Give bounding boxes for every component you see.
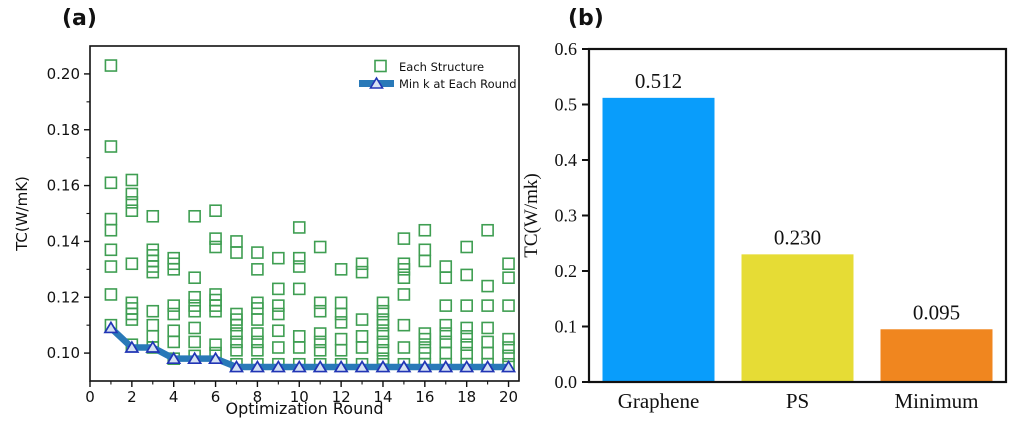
- svg-text:18: 18: [457, 388, 476, 406]
- svg-text:0.5: 0.5: [555, 95, 578, 115]
- x-axis: 0 2 4 6 8 10 12 14 16 18 20 Optimization Round: [85, 381, 518, 418]
- svg-text:0.18: 0.18: [47, 121, 80, 139]
- panel-a-ylabel: TC(W/mK): [13, 176, 31, 252]
- svg-text:8: 8: [253, 388, 263, 406]
- y-axis: 0.10 0.12 0.14 0.16 0.18 0.20 TC(W/mK): [13, 65, 90, 362]
- y-axis: 0.0 0.1 0.2 0.3 0.4 0.5 0.6 TC(W/mk): [521, 39, 589, 392]
- svg-text:14: 14: [373, 388, 392, 406]
- panel-b-ylabel: TC(W/mk): [521, 173, 542, 257]
- bar-category-label: PS: [786, 389, 809, 413]
- panel-a-xlabel: Optimization Round: [225, 399, 383, 418]
- svg-text:0.3: 0.3: [555, 206, 578, 226]
- svg-text:0.12: 0.12: [47, 288, 80, 306]
- bar-category-label: Graphene: [618, 389, 700, 413]
- legend-label-each-structure: Each Structure: [399, 60, 484, 74]
- bar-ps: [741, 254, 854, 382]
- legend: Each Structure Min k at Each Round: [359, 59, 517, 91]
- bar-minimum: [880, 329, 993, 382]
- bars: 0.512 Graphene 0.230 PS 0.095 Minimum: [602, 69, 993, 413]
- each-structure-points: [104, 59, 515, 371]
- svg-text:0.2: 0.2: [555, 261, 578, 281]
- bar-graphene: [602, 97, 715, 382]
- bar-value-label: 0.512: [635, 69, 682, 93]
- legend-triangle-swatch: [369, 76, 384, 89]
- svg-text:6: 6: [211, 388, 221, 406]
- legend-label-min-k: Min k at Each Round: [399, 77, 517, 91]
- svg-text:0.20: 0.20: [47, 65, 80, 83]
- panel-b-label: (b): [568, 6, 604, 31]
- svg-text:20: 20: [499, 388, 518, 406]
- svg-text:16: 16: [415, 388, 434, 406]
- panel-a-label: (a): [62, 6, 97, 31]
- svg-text:0.16: 0.16: [47, 177, 80, 195]
- bar-category-label: Minimum: [894, 389, 978, 413]
- svg-text:10: 10: [290, 388, 309, 406]
- bar-value-label: 0.095: [913, 300, 960, 324]
- legend-square-swatch: [374, 59, 387, 73]
- svg-text:0.6: 0.6: [555, 39, 578, 59]
- svg-text:0.1: 0.1: [555, 317, 578, 337]
- svg-text:2: 2: [127, 388, 137, 406]
- svg-text:0.0: 0.0: [555, 372, 578, 392]
- min-k-markers: [103, 320, 517, 373]
- svg-text:12: 12: [332, 388, 351, 406]
- svg-text:0: 0: [85, 388, 95, 406]
- svg-text:0.4: 0.4: [555, 150, 578, 170]
- svg-text:4: 4: [169, 388, 179, 406]
- svg-text:0.10: 0.10: [47, 344, 80, 362]
- svg-text:0.14: 0.14: [47, 232, 80, 250]
- bar-value-label: 0.230: [774, 225, 821, 249]
- panel-b-chart: 0.512Graphene0.230PS0.095Minimum0.00.10.…: [521, 39, 1008, 413]
